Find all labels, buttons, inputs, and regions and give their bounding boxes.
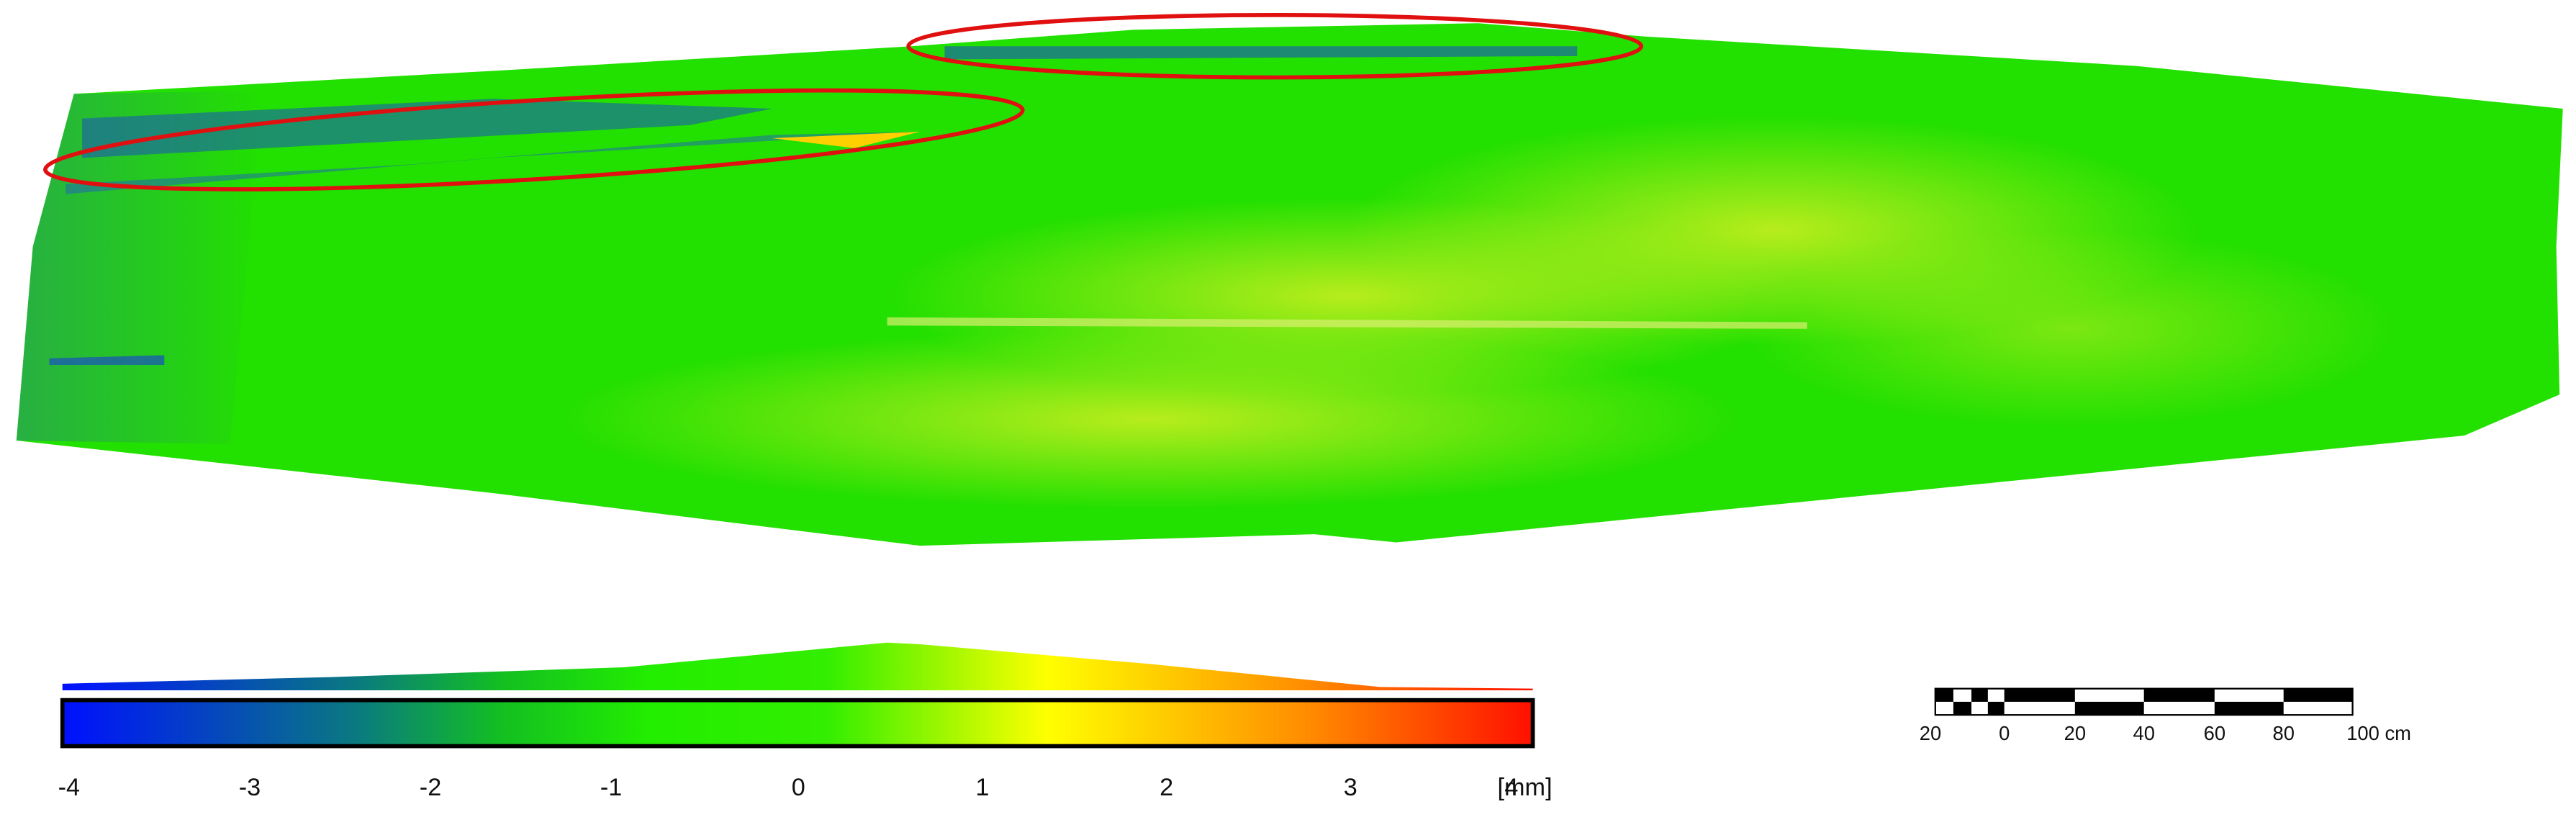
colorbar-tick: -3 — [239, 774, 261, 801]
scale-label: 0 — [1999, 722, 2010, 744]
scale-segment — [1987, 701, 2005, 716]
colorbar-tick: 0 — [792, 774, 805, 801]
scale-segment — [1953, 701, 1972, 716]
negative-streak — [944, 46, 1578, 60]
scale-segment — [2283, 688, 2353, 702]
blade-map — [16, 12, 2563, 546]
negative-streak — [49, 355, 165, 366]
scale-label: 80 — [2272, 722, 2294, 744]
colorbar-tick: 4 — [1504, 774, 1518, 801]
scale-segment — [2214, 701, 2284, 716]
scale-segment — [2004, 688, 2075, 702]
scale-label: 100 cm — [2346, 722, 2411, 744]
scale-segment — [2074, 701, 2144, 716]
scale-label: 20 — [2064, 722, 2086, 744]
colorbar-tick: -4 — [58, 774, 80, 801]
highlight-ellipse — [906, 12, 1644, 80]
colorbar: -4 -3 -2 -1 0 1 2 3 4 [mm] — [58, 642, 1553, 801]
negative-streak — [82, 99, 772, 158]
deviation-patch — [1741, 230, 2399, 428]
highlight-ellipse — [43, 88, 1025, 191]
positive-streak — [772, 131, 921, 148]
scale-segment — [1971, 688, 1988, 702]
scale-segment — [1935, 688, 1953, 702]
deviation-patch — [559, 328, 1742, 510]
scale-segment — [2143, 688, 2215, 702]
histogram — [62, 642, 1533, 690]
color-scale — [60, 698, 1535, 749]
scale-bar: 20 0 20 40 60 80 100 cm — [1920, 687, 2411, 744]
ridge-line — [887, 317, 1807, 329]
colorbar-tick: 1 — [975, 774, 989, 801]
colorbar-tick: -1 — [600, 774, 622, 801]
colorbar-tick: -2 — [420, 774, 441, 801]
scale-label: 60 — [2204, 722, 2225, 744]
colorbar-tick: 2 — [1160, 774, 1173, 801]
colorbar-unit: [mm] — [1498, 774, 1553, 801]
scale-label: 20 — [1920, 722, 1941, 744]
scale-label: 40 — [2133, 722, 2154, 744]
colorbar-tick: 3 — [1344, 774, 1357, 801]
